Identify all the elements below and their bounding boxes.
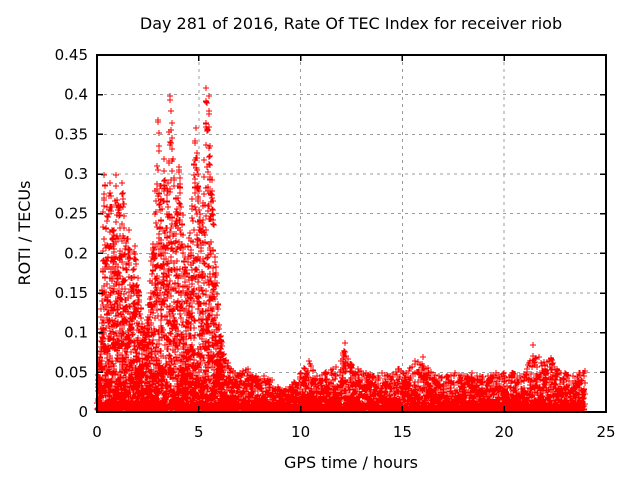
x-tick-label: 20 [495,423,514,441]
x-tick-label: 15 [393,423,412,441]
x-tick-labels: 0 5 10 15 20 25 [92,423,615,441]
x-axis-label: GPS time / hours [284,453,418,472]
y-tick-label: 0.45 [55,46,88,64]
y-tick-label: 0.3 [64,165,88,183]
y-tick-label: 0.1 [64,324,88,342]
x-tick-label: 5 [194,423,204,441]
y-tick-labels: 0 0.05 0.1 0.15 0.2 0.25 0.3 0.35 0.4 0.45 [55,46,88,421]
axis-tick-marks [96,54,607,413]
y-tick-label: 0.15 [55,284,88,302]
y-tick-label: 0 [78,403,88,421]
y-tick-label: 0.35 [55,125,88,143]
x-tick-label: 0 [92,423,102,441]
y-tick-label: 0.05 [55,363,88,381]
y-axis-label: ROTI / TECUs [15,181,34,286]
y-tick-label: 0.25 [55,205,88,223]
plot-border [96,54,607,413]
x-tick-label: 25 [596,423,615,441]
y-tick-label: 0.2 [64,244,88,262]
x-tick-label: 10 [291,423,310,441]
chart-title: Day 281 of 2016, Rate Of TEC Index for r… [140,14,562,33]
y-tick-label: 0.4 [64,86,88,104]
